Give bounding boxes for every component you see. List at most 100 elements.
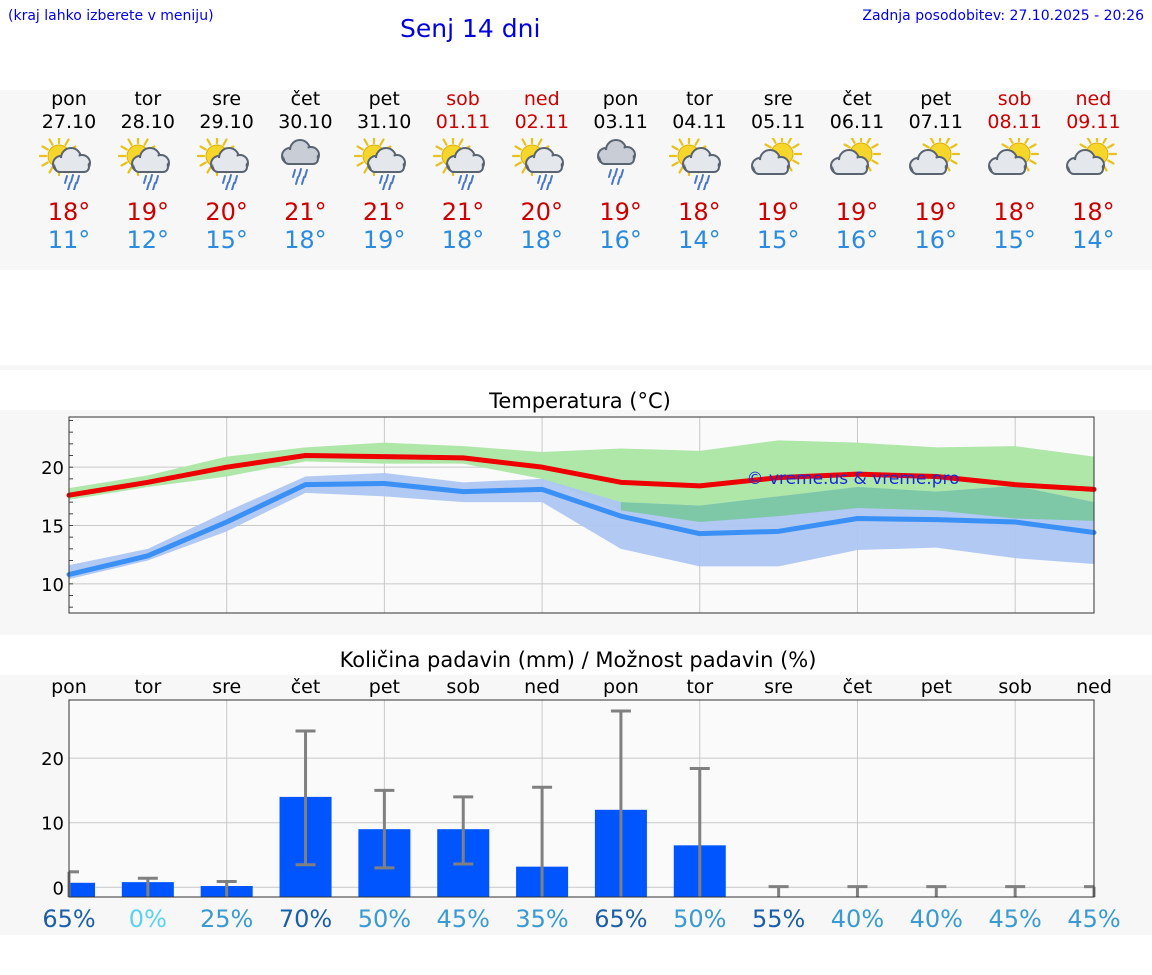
rain-drop bbox=[607, 169, 612, 178]
precipitation-chance-label: 50% bbox=[358, 905, 411, 933]
day-column: pon 03.11 19° 16° bbox=[581, 88, 661, 254]
sun-cloud-rain-icon bbox=[354, 138, 407, 190]
cloud-shape bbox=[596, 139, 636, 165]
sun-ray bbox=[671, 145, 680, 151]
sun-cloud-icon bbox=[987, 138, 1039, 175]
day-name: sre bbox=[763, 88, 793, 110]
precipitation-chance-label: 70% bbox=[279, 905, 332, 933]
day-name: ned bbox=[1075, 88, 1112, 110]
day-date: 27.10 bbox=[41, 111, 97, 133]
max-temperature: 19° bbox=[126, 198, 170, 226]
max-temperature: 20° bbox=[520, 198, 564, 226]
sun-ray bbox=[514, 145, 522, 151]
sun-ray bbox=[1079, 143, 1088, 149]
cloud-fill bbox=[529, 162, 560, 170]
rain-drops bbox=[379, 174, 396, 190]
cloud-fill bbox=[135, 162, 166, 170]
plot-border bbox=[68, 416, 1095, 614]
cloud-fill bbox=[1071, 164, 1102, 172]
y-tick-label: 10 bbox=[41, 575, 64, 596]
cloud-rain-icon bbox=[281, 139, 321, 185]
day-name: pet bbox=[368, 88, 400, 110]
x-tick-label: ned bbox=[1076, 676, 1112, 698]
cloud-shape bbox=[524, 147, 564, 173]
day-name: sob bbox=[997, 88, 1032, 110]
rain-drop bbox=[230, 182, 235, 190]
min-temperature: 19° bbox=[362, 226, 406, 254]
rain-drops bbox=[64, 174, 80, 190]
day-name: tor bbox=[134, 88, 162, 110]
precipitation-chance-label: 45% bbox=[437, 905, 490, 933]
rain-drop bbox=[694, 175, 699, 184]
sun-ray bbox=[379, 138, 385, 146]
sun-ray bbox=[843, 143, 851, 149]
rain-drop bbox=[391, 175, 396, 184]
precipitation-chance-label: 55% bbox=[752, 905, 805, 933]
cloud-shape bbox=[52, 147, 91, 173]
day-name: ned bbox=[523, 88, 560, 110]
cloud-shape bbox=[281, 139, 321, 165]
rain-drop bbox=[458, 175, 462, 184]
sun-ray bbox=[356, 161, 365, 167]
cloud-fill bbox=[286, 154, 317, 162]
precipitation-chance-label: 65% bbox=[594, 905, 647, 933]
day-name: čet bbox=[290, 88, 321, 110]
sun-ray bbox=[48, 138, 54, 146]
max-temperature: 19° bbox=[599, 198, 642, 226]
min-temperature: 14° bbox=[1072, 226, 1115, 254]
rain-drop bbox=[542, 174, 547, 183]
chart-title: Količina padavin (mm) / Možnost padavin … bbox=[340, 648, 817, 672]
sun-ray bbox=[949, 143, 958, 149]
sun-cloud-icon bbox=[751, 138, 803, 175]
x-tick-label: čet bbox=[291, 676, 321, 698]
sun-ray bbox=[949, 159, 958, 165]
sun-cloud-rain-icon bbox=[39, 138, 91, 190]
day-column: sre 29.10 20° 15° bbox=[187, 88, 267, 254]
rain-drops bbox=[458, 174, 474, 190]
sun-ray bbox=[143, 138, 149, 146]
rain-drop bbox=[700, 174, 705, 183]
rain-drop bbox=[545, 182, 550, 190]
day-column: ned 09.11 18° 14° bbox=[1053, 88, 1133, 254]
sun-ray bbox=[792, 143, 800, 149]
rain-drops bbox=[292, 168, 309, 185]
watermark-text: © vreme.us & vreme.pro bbox=[746, 469, 959, 489]
rain-drop bbox=[148, 174, 153, 183]
max-temperature: 21° bbox=[362, 198, 406, 226]
day-date: 31.10 bbox=[356, 111, 412, 133]
x-tick-label: pet bbox=[369, 676, 400, 698]
rain-drop bbox=[301, 176, 306, 185]
rain-drop bbox=[470, 175, 474, 184]
sun-ray bbox=[127, 138, 133, 146]
panel-divider bbox=[0, 365, 1152, 370]
max-temperature: 19° bbox=[914, 198, 958, 226]
day-name: pon bbox=[602, 88, 639, 110]
cloud-shape bbox=[987, 149, 1027, 175]
sun-ray bbox=[41, 161, 49, 167]
sun-ray bbox=[363, 166, 369, 174]
cloud-shape bbox=[751, 149, 791, 175]
cloud-fill bbox=[57, 162, 87, 170]
day-name: sre bbox=[212, 88, 242, 110]
cloud-shape bbox=[367, 147, 407, 173]
sun-ray bbox=[871, 159, 879, 165]
daily-forecast-panel bbox=[0, 90, 1152, 270]
day-column: čet 06.11 19° 16° bbox=[817, 88, 897, 254]
min-temperature: 16° bbox=[914, 226, 958, 254]
cloud-shape bbox=[446, 147, 485, 173]
cloud-shape bbox=[830, 149, 869, 175]
x-tick-label: ned bbox=[524, 676, 560, 698]
page-title: Senj 14 dni bbox=[400, 14, 541, 43]
precipitation-chance-label: 25% bbox=[200, 905, 253, 933]
cloud-fill bbox=[992, 164, 1023, 172]
sun-ray bbox=[1107, 143, 1115, 149]
rain-drops bbox=[536, 174, 553, 190]
rain-drop bbox=[298, 168, 303, 177]
rain-drop bbox=[221, 175, 226, 184]
cloud-fill bbox=[687, 162, 718, 170]
rain-drops bbox=[607, 168, 624, 185]
day-column: sob 08.11 18° 15° bbox=[975, 88, 1055, 254]
max-temperature: 21° bbox=[284, 198, 327, 226]
sun-cloud-icon bbox=[830, 138, 882, 175]
location-hint-link[interactable]: (kraj lahko izberete v meniju) bbox=[8, 8, 214, 24]
